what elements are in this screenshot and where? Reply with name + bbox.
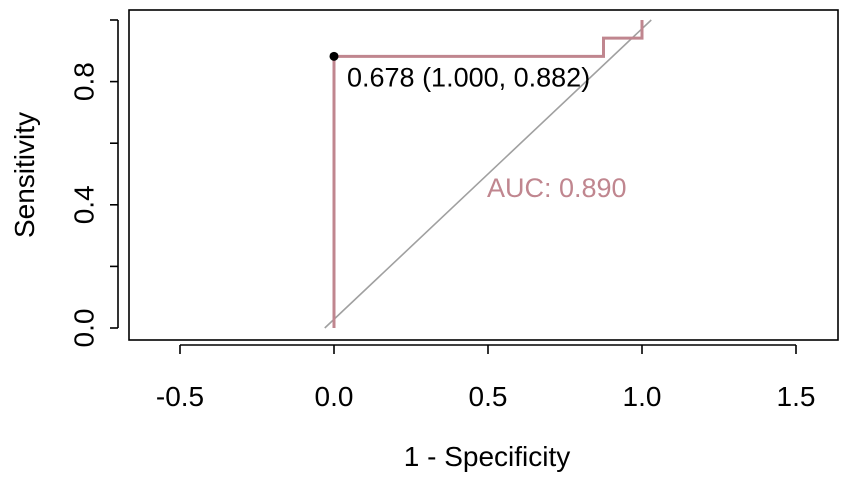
y-tick-label: 0.8 xyxy=(68,62,99,101)
y-axis-title: Sensitivity xyxy=(9,112,40,238)
y-tick-label: 0.0 xyxy=(68,309,99,348)
x-tick-label: 0.5 xyxy=(469,381,508,412)
x-tick-label: 1.0 xyxy=(623,381,662,412)
x-tick-label: 0.0 xyxy=(315,381,354,412)
y-tick-label: 0.4 xyxy=(68,185,99,224)
plot-box xyxy=(128,9,839,341)
x-axis: -0.5 0.0 0.5 1.0 1.5 xyxy=(156,344,816,412)
auc-label: AUC: 0.890 xyxy=(487,173,627,203)
x-tick-label: 1.5 xyxy=(777,381,816,412)
best-threshold-point xyxy=(329,51,339,61)
best-threshold-label: 0.678 (1.000, 0.882) xyxy=(347,62,590,92)
diagonal-reference-line xyxy=(324,19,652,329)
plot-layer: 0.678 (1.000, 0.882) AUC: 0.890 xyxy=(324,19,652,329)
y-axis: 0.0 0.4 0.8 xyxy=(68,19,119,348)
x-tick-label: -0.5 xyxy=(156,381,204,412)
x-axis-title: 1 - Specificity xyxy=(404,441,571,472)
